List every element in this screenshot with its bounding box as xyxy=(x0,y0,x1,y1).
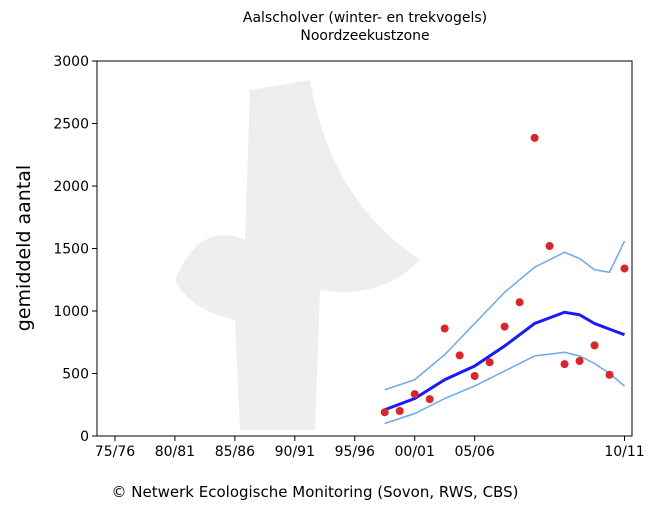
point xyxy=(545,242,554,250)
upper-line xyxy=(384,240,626,391)
x-tick-label: 80/81 xyxy=(155,444,195,460)
footer: © Netwerk Ecologische Monitoring (Sovon,… xyxy=(112,483,519,501)
y-tick-label: 1500 xyxy=(53,242,89,258)
x-tick-label: 05/06 xyxy=(454,444,494,460)
point xyxy=(530,133,539,142)
point xyxy=(425,395,434,404)
point xyxy=(590,341,599,350)
x-tick-label: 85/86 xyxy=(215,444,255,460)
point xyxy=(500,322,509,331)
y-tick-label: 2500 xyxy=(53,117,89,133)
x-tick-label: 10/11 xyxy=(604,444,644,460)
lower-line xyxy=(384,351,625,425)
x-tick-label: 00/01 xyxy=(395,444,435,460)
x-tick-label: 90/91 xyxy=(275,444,315,460)
y-axis-label: gemiddeld aantal xyxy=(13,165,35,331)
point xyxy=(575,357,584,365)
y-tick-label: 3000 xyxy=(53,54,89,70)
y-tick-label: 0 xyxy=(80,429,89,445)
point xyxy=(560,360,569,369)
x-tick-label: 95/96 xyxy=(335,444,375,460)
watermark xyxy=(175,80,420,430)
point xyxy=(395,407,404,415)
y-tick-label: 2000 xyxy=(53,179,89,195)
y-tick-label: 500 xyxy=(62,367,89,383)
point xyxy=(440,324,449,333)
point xyxy=(620,264,629,273)
point xyxy=(485,358,494,367)
point xyxy=(410,390,419,399)
point xyxy=(380,408,389,417)
chart-subtitle: Noordzeekustzone xyxy=(300,28,429,44)
point xyxy=(470,372,479,380)
point xyxy=(605,370,614,379)
point xyxy=(515,298,524,307)
y-tick-label: 1000 xyxy=(53,304,89,320)
point xyxy=(455,351,464,360)
x-tick-label: 75/76 xyxy=(95,444,135,460)
trend-line xyxy=(384,310,626,412)
chart-title: Aalscholver (winter- en trekvogels) xyxy=(243,10,487,26)
